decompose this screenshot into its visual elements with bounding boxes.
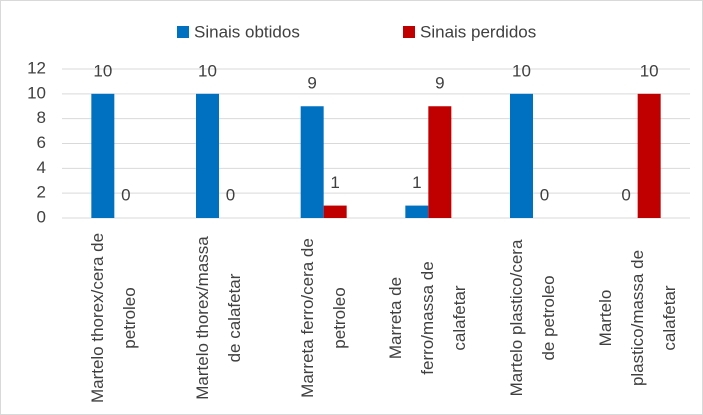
x-tick-label: Marreta ferro/cera de petroleo xyxy=(297,238,349,398)
data-label: 1 xyxy=(330,173,339,192)
bar xyxy=(428,106,452,218)
bar xyxy=(91,93,115,218)
bar xyxy=(405,205,429,218)
x-tick-label: Martelo thorex/cera de petroleo xyxy=(88,232,140,404)
legend-label: Sinais obtidos xyxy=(194,22,300,41)
legend-label: Sinais perdidos xyxy=(420,22,536,41)
bar xyxy=(196,93,219,218)
y-tick-label: 8 xyxy=(37,108,46,127)
data-label: 0 xyxy=(121,185,130,204)
data-label: 9 xyxy=(435,74,444,93)
legend-swatch xyxy=(177,26,189,38)
data-label: 0 xyxy=(226,185,235,204)
bar xyxy=(323,205,347,218)
y-tick-label: 12 xyxy=(27,58,46,77)
data-label: 9 xyxy=(307,74,316,93)
data-label: 10 xyxy=(512,61,531,80)
data-label: 10 xyxy=(198,61,217,80)
data-label: 10 xyxy=(93,61,112,80)
x-tick-label: Martelo plastico/cera de petroleo xyxy=(507,239,558,397)
y-tick-label: 0 xyxy=(37,207,46,226)
data-label: 0 xyxy=(621,185,630,204)
y-tick-label: 6 xyxy=(37,133,46,152)
data-label: 1 xyxy=(412,173,421,192)
y-tick-label: 2 xyxy=(37,183,46,202)
y-tick-label: 4 xyxy=(37,158,46,177)
y-tick-label: 10 xyxy=(27,83,46,102)
x-tick-label: Martelo thorex/massa de calafetar xyxy=(193,236,244,400)
bar xyxy=(510,93,533,218)
bar xyxy=(637,93,661,218)
legend-swatch xyxy=(403,26,415,38)
x-tick-label: Marreta de ferro/massa de calafetar xyxy=(386,261,470,375)
x-tick-label: Martelo plastico/massa de calafetar xyxy=(595,249,679,387)
data-label: 0 xyxy=(540,185,549,204)
bar xyxy=(300,106,324,218)
data-label: 10 xyxy=(640,61,659,80)
